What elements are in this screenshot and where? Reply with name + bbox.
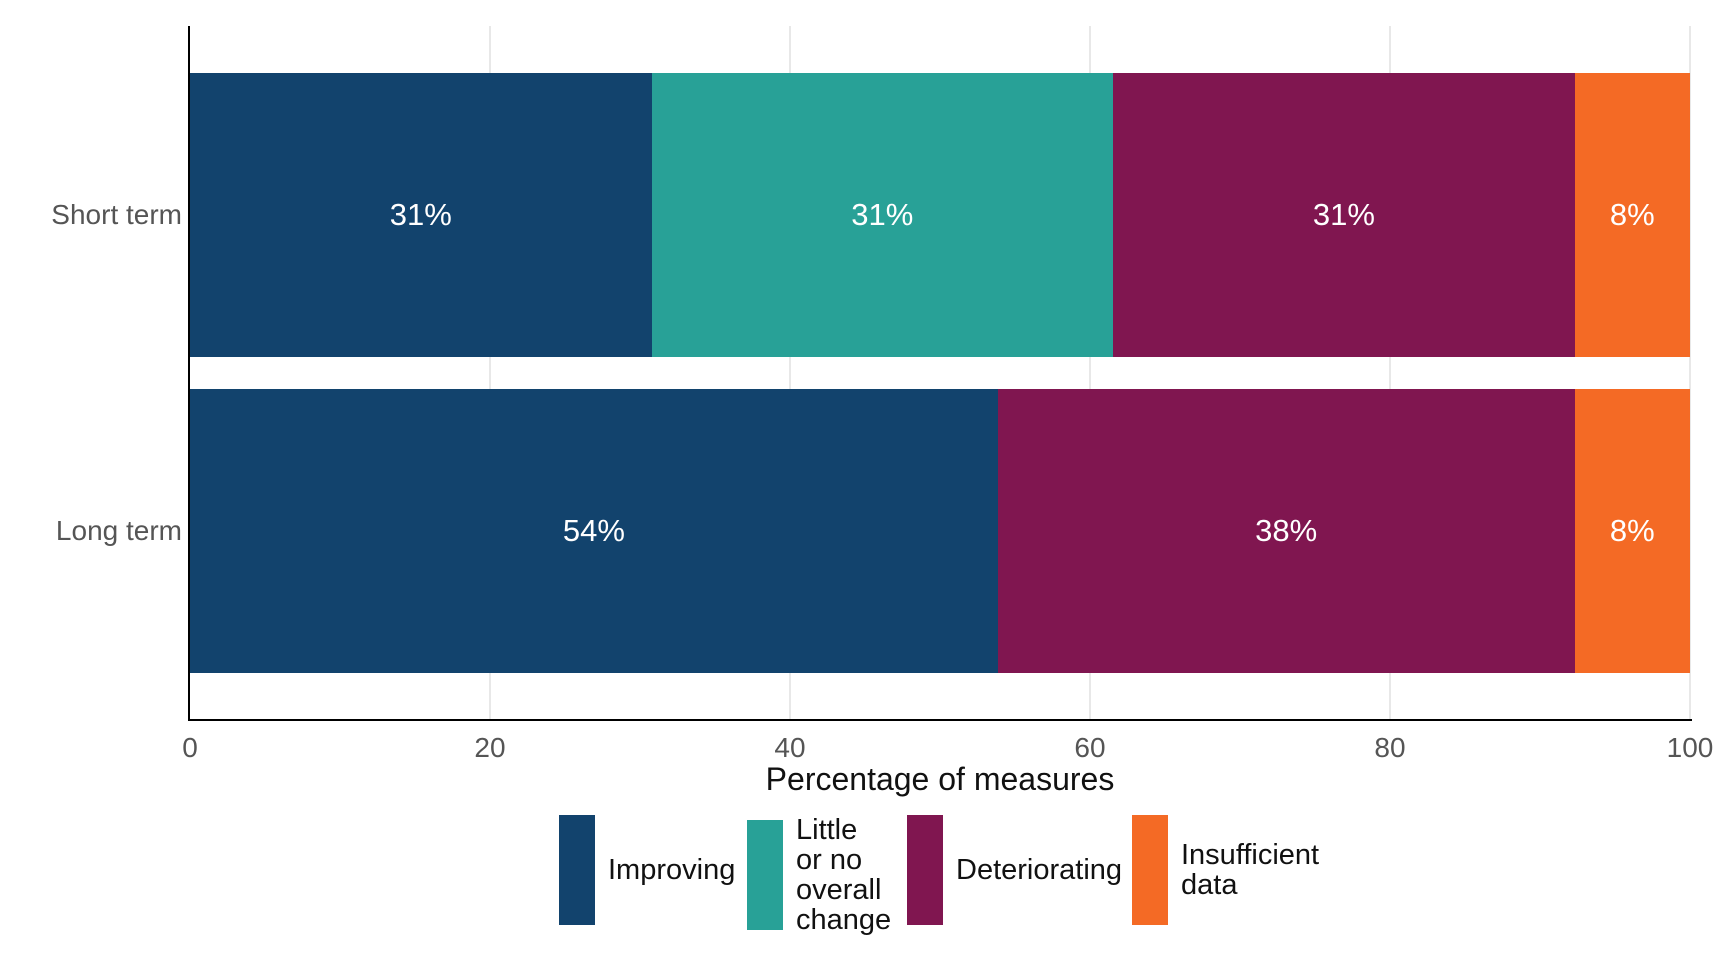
bar-segment-label: 31% [851,197,914,232]
bar-segment-label: 8% [1609,197,1655,232]
x-tick-label-0: 0 [182,732,198,763]
legend-key-improving [559,815,595,925]
legend-key-little-or-no-overall-change [747,820,783,930]
gridline-100 [1689,26,1691,719]
legend-item-improving: Improving [559,815,735,925]
legend-label: Deteriorating [956,854,1123,886]
x-axis-title: Percentage of measures [765,761,1115,797]
bar-segment-label: 38% [1255,513,1318,548]
bar-segment-insufficient-data: 8% [1574,389,1690,673]
bar-segment-label: 54% [562,513,625,548]
gridline-40 [789,26,791,719]
x-axis-line [188,719,1692,721]
x-tick-label-20: 20 [474,732,506,763]
gridline-60 [1089,26,1091,719]
legend-label: Insufficient data [1181,839,1320,901]
y-axis-line [188,26,190,721]
x-tick-label-60: 60 [1074,732,1106,763]
legend-item-deteriorating: Deteriorating [907,815,1122,925]
bar-segment-label: 31% [389,197,452,232]
legend-item-insufficient-data: Insufficient data [1132,815,1331,925]
bar-row-long-term: 54% 38% 8% [190,389,1690,673]
legend-item-little-or-no-overall-change: Little or no overall change [747,814,892,936]
bar-segment-deteriorating: 31% [1113,73,1575,357]
x-tick-label-40: 40 [774,732,806,763]
bar-segment-improving: 54% [190,389,998,673]
bar-row-short-term: 31% 31% 31% 8% [190,73,1690,357]
gridline-20 [489,26,491,719]
x-tick-label-80: 80 [1374,732,1406,763]
legend-label: Improving [608,854,736,886]
bar-segment-deteriorating: 38% [997,389,1575,673]
bar-segment-insufficient-data: 8% [1574,73,1690,357]
legend-key-deteriorating [907,815,943,925]
bar-segment-label: 31% [1312,197,1375,232]
category-label-short-term: Short term [51,199,182,230]
bar-segment-improving: 31% [190,73,652,357]
bar-segment-label: 8% [1609,513,1655,548]
legend-label: Little or no overall change [796,814,892,936]
category-label-long-term: Long term [55,515,182,546]
legend-key-insufficient-data [1132,815,1168,925]
gridline-80 [1389,26,1391,719]
bar-segment-little-or-no-overall-change: 31% [651,73,1114,357]
x-tick-label-100: 100 [1666,732,1714,763]
